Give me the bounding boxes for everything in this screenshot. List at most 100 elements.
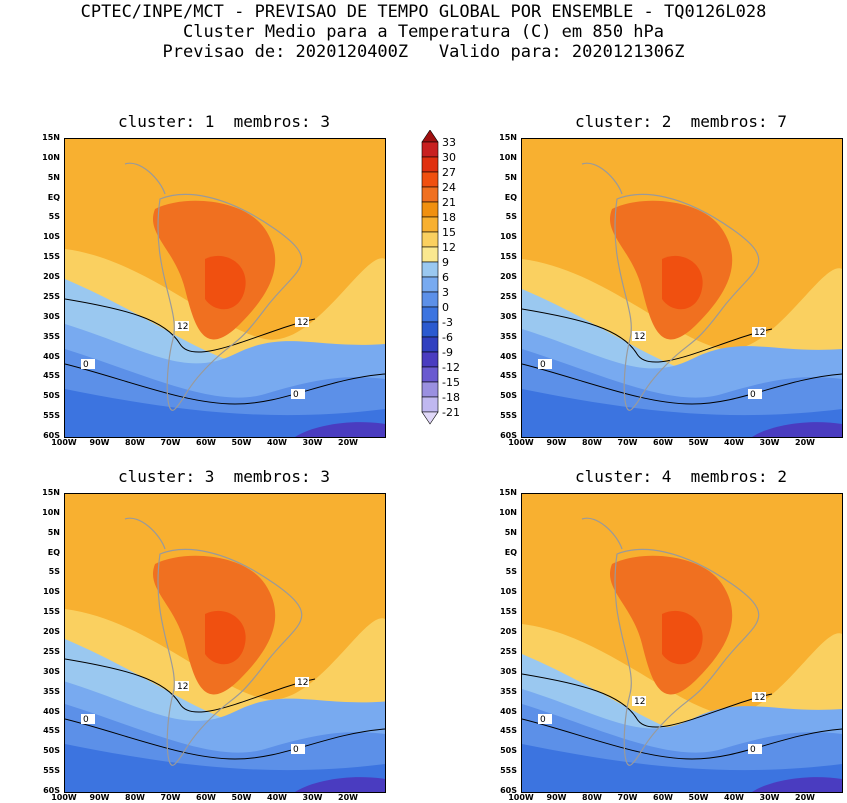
lon-label: 80W (125, 793, 145, 802)
lat-label: 15N (499, 488, 517, 497)
forecast-dates: Previsao de: 2020120400Z Valido para: 20… (162, 42, 685, 62)
lon-label: 100W (51, 438, 77, 447)
lon-label: 100W (508, 438, 534, 447)
contour-label: 0 (750, 745, 756, 755)
lat-label: 25S (43, 291, 60, 301)
lon-label: 60W (653, 438, 673, 447)
contour-label: 0 (750, 390, 756, 400)
panel-title: cluster: 3 membros: 3 (118, 467, 330, 486)
cluster-map-4: 12 12 0 0 (521, 493, 843, 793)
lon-label: 50W (688, 438, 709, 447)
lat-label: 45S (500, 726, 517, 736)
cluster-map-2: 12 12 0 0 (521, 138, 843, 438)
panel-title: cluster: 4 membros: 2 (575, 467, 787, 486)
lat-label: 25S (43, 646, 60, 656)
lat-label: 35S (500, 331, 517, 341)
colorbar (421, 130, 439, 425)
lat-label: 10S (500, 232, 517, 242)
lat-label: 45S (43, 726, 60, 736)
lon-label: 40W (724, 438, 744, 447)
colorbar-label: 6 (442, 271, 449, 284)
lon-label: 60W (196, 793, 216, 802)
lat-label: 50S (43, 746, 60, 756)
lon-label: 30W (759, 438, 780, 447)
lat-label: 25S (500, 291, 517, 301)
lat-label: 45S (500, 371, 517, 381)
contour-label: 0 (540, 360, 546, 370)
lon-label: 70W (160, 793, 181, 802)
contour-label: 12 (634, 697, 645, 707)
lon-label: 100W (508, 793, 534, 802)
lat-label: 15N (42, 133, 60, 142)
lat-label: 30S (43, 666, 60, 676)
lat-label: 20S (500, 627, 517, 637)
lat-label: 50S (500, 391, 517, 401)
lat-label: 60S (500, 786, 517, 795)
colorbar-label: -18 (442, 391, 460, 404)
colorbar-label: 21 (442, 196, 456, 209)
contour-label: 0 (540, 715, 546, 725)
figure-subtitle: Cluster Medio para a Temperatura (C) em … (182, 22, 665, 42)
lat-label: 30S (500, 666, 517, 676)
lat-label: 10N (42, 152, 60, 162)
lat-label: 35S (43, 686, 60, 696)
lat-label: 5N (47, 172, 60, 182)
colorbar-label: -12 (442, 361, 460, 374)
panel-title: cluster: 2 membros: 7 (575, 112, 787, 131)
lat-label: 15S (43, 607, 60, 617)
lon-label: 70W (617, 793, 638, 802)
lat-label: 50S (500, 746, 517, 756)
lat-label: 60S (43, 431, 60, 440)
lon-label: 100W (51, 793, 77, 802)
lat-label: 15N (42, 488, 60, 497)
contour-label: 12 (634, 332, 645, 342)
lat-label: EQ (47, 547, 60, 557)
lon-label: 80W (582, 438, 602, 447)
lon-label: 50W (688, 793, 709, 802)
lon-label: 40W (724, 793, 744, 802)
lat-label: 5N (504, 527, 517, 537)
lat-label: 5S (48, 212, 60, 222)
colorbar-label: 9 (442, 256, 449, 269)
cluster-map-1: 12 12 0 0 (64, 138, 386, 438)
colorbar-label: 12 (442, 241, 456, 254)
figure-title: CPTEC/INPE/MCT - PREVISAO DE TEMPO GLOBA… (80, 2, 767, 22)
lat-label: 15N (499, 133, 517, 142)
panel-title: cluster: 1 membros: 3 (118, 112, 330, 131)
lon-label: 30W (302, 438, 323, 447)
colorbar-label: 33 (442, 136, 456, 149)
lat-label: 35S (43, 331, 60, 341)
lat-label: 45S (43, 371, 60, 381)
contour-label: 12 (297, 678, 308, 688)
lat-label: 5N (47, 527, 60, 537)
lat-label: 55S (43, 411, 60, 421)
lat-label: 40S (500, 351, 517, 361)
colorbar-label: -3 (442, 316, 453, 329)
colorbar-label: 30 (442, 151, 456, 164)
lon-label: 60W (196, 438, 216, 447)
contour-label: 12 (177, 682, 188, 692)
lat-label: 40S (43, 351, 60, 361)
contour-label: 12 (754, 328, 765, 338)
lon-label: 20W (338, 793, 358, 802)
lat-label: 5N (504, 172, 517, 182)
lat-label: 30S (43, 311, 60, 321)
lat-label: 30S (500, 311, 517, 321)
contour-label: 0 (83, 360, 89, 370)
colorbar-label: 18 (442, 211, 456, 224)
lat-label: 10S (43, 587, 60, 597)
lat-label: 55S (500, 411, 517, 421)
lat-label: 10S (500, 587, 517, 597)
lon-label: 30W (759, 793, 780, 802)
lon-label: 50W (231, 793, 252, 802)
colorbar-label: -15 (442, 376, 460, 389)
lat-label: 15S (43, 252, 60, 262)
lat-label: EQ (504, 547, 517, 557)
lon-label: 40W (267, 793, 287, 802)
lon-label: 90W (546, 438, 567, 447)
contour-label: 12 (297, 318, 308, 328)
lon-label: 70W (617, 438, 638, 447)
lon-label: 80W (125, 438, 145, 447)
lat-label: 15S (500, 252, 517, 262)
lat-label: 25S (500, 646, 517, 656)
